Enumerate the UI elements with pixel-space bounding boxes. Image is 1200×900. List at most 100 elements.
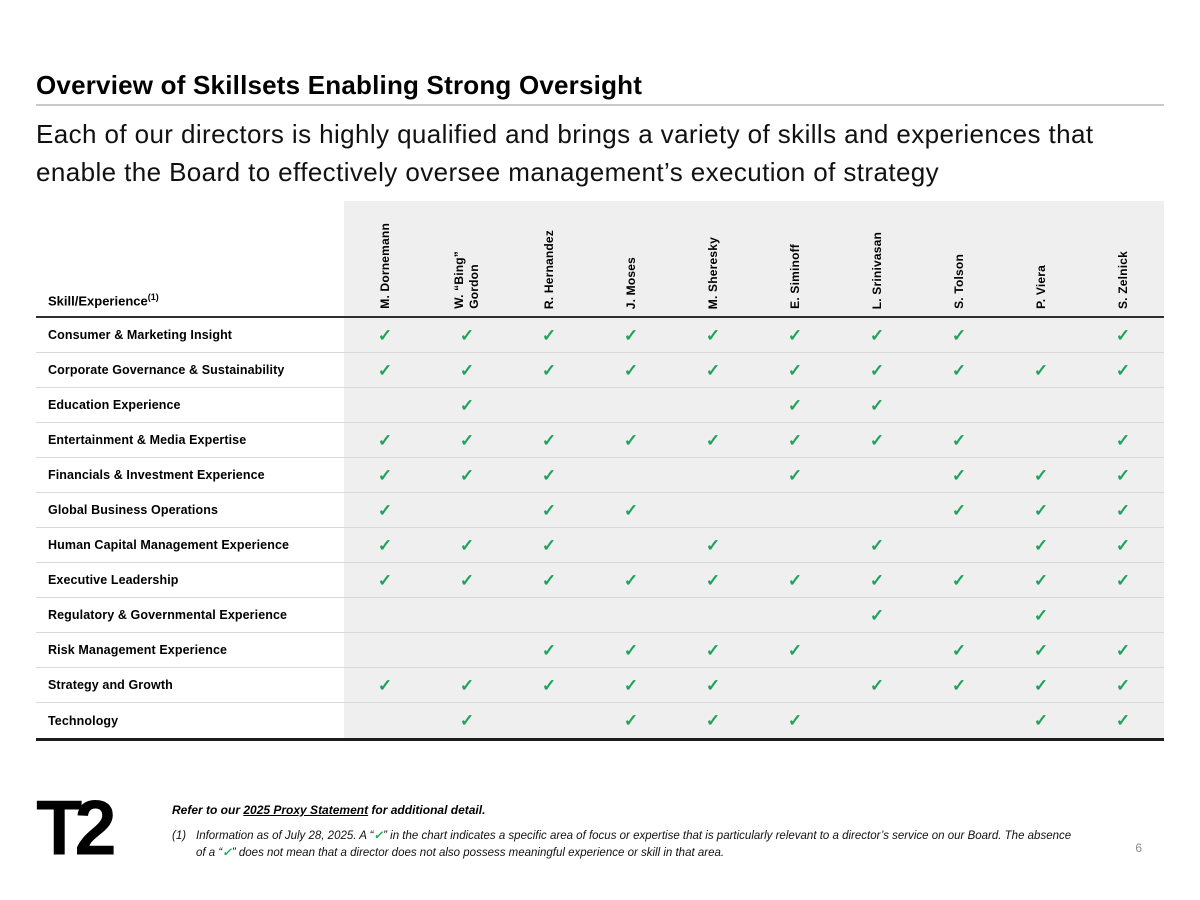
check-icon: ✓ xyxy=(222,847,232,859)
skill-row-label: Technology xyxy=(36,703,344,738)
empty-cell xyxy=(344,633,426,667)
check-cell: ✓ xyxy=(426,703,508,738)
check-icon: ✓ xyxy=(869,605,885,625)
check-cell: ✓ xyxy=(672,668,754,702)
check-icon: ✓ xyxy=(459,711,475,730)
check-icon: ✓ xyxy=(377,675,393,695)
empty-cell xyxy=(590,458,672,492)
check-cell: ✓ xyxy=(1082,633,1164,667)
check-icon: ✓ xyxy=(541,325,557,345)
check-icon: ✓ xyxy=(951,675,967,695)
check-cell: ✓ xyxy=(1082,563,1164,597)
skill-row-label: Consumer & Marketing Insight xyxy=(36,318,344,352)
check-icon: ✓ xyxy=(1115,500,1131,520)
column-header-2: W. “Bing” Gordon xyxy=(426,201,508,316)
check-icon: ✓ xyxy=(1115,640,1131,660)
check-icon: ✓ xyxy=(459,325,475,345)
empty-cell xyxy=(1000,388,1082,422)
check-icon: ✓ xyxy=(623,711,639,730)
check-cell: ✓ xyxy=(918,493,1000,527)
check-icon: ✓ xyxy=(377,535,393,555)
check-icon: ✓ xyxy=(705,711,721,730)
check-cell: ✓ xyxy=(590,703,672,738)
check-icon: ✓ xyxy=(541,500,557,520)
director-name: J. Moses xyxy=(623,256,638,309)
check-icon: ✓ xyxy=(377,465,393,485)
check-cell: ✓ xyxy=(508,563,590,597)
check-cell: ✓ xyxy=(508,528,590,562)
check-cell: ✓ xyxy=(1082,318,1164,352)
check-icon: ✓ xyxy=(459,430,475,450)
empty-cell xyxy=(918,388,1000,422)
table-row: Regulatory & Governmental Experience ✓ ✓ xyxy=(36,598,1164,633)
check-icon: ✓ xyxy=(951,640,967,660)
check-cell: ✓ xyxy=(344,353,426,387)
check-cell: ✓ xyxy=(672,318,754,352)
check-cell: ✓ xyxy=(836,528,918,562)
skill-row-label: Human Capital Management Experience xyxy=(36,528,344,562)
check-cell: ✓ xyxy=(918,423,1000,457)
column-header-9: P. Viera xyxy=(1000,201,1082,316)
check-icon: ✓ xyxy=(1033,500,1049,520)
table-row: Corporate Governance & Sustainability ✓ ✓ ✓… xyxy=(36,353,1164,388)
table-row: Global Business Operations ✓ ✓ ✓ ✓ ✓ ✓ xyxy=(36,493,1164,528)
table-row: Education Experience ✓ ✓ ✓ xyxy=(36,388,1164,423)
empty-cell xyxy=(344,703,426,738)
check-icon: ✓ xyxy=(1033,640,1049,660)
director-name: S. Zelnick xyxy=(1115,250,1130,309)
empty-cell xyxy=(590,598,672,632)
footer-text: Refer to our 2025 Proxy Statement for ad… xyxy=(172,803,1072,862)
check-icon: ✓ xyxy=(377,570,393,590)
check-icon: ✓ xyxy=(869,430,885,450)
check-icon: ✓ xyxy=(1115,465,1131,485)
check-cell: ✓ xyxy=(426,563,508,597)
column-header-1: M. Dornemann xyxy=(344,201,426,316)
subtitle: Each of our directors is highly qualifie… xyxy=(36,119,1094,187)
check-cell: ✓ xyxy=(672,528,754,562)
skills-matrix-table: Skill/Experience(1) M. Dornemann W. “Bing… xyxy=(36,201,1164,741)
skill-row-label: Executive Leadership xyxy=(36,563,344,597)
empty-cell xyxy=(672,458,754,492)
check-cell: ✓ xyxy=(508,458,590,492)
check-cell: ✓ xyxy=(426,668,508,702)
check-cell: ✓ xyxy=(1000,598,1082,632)
director-name: M. Dornemann xyxy=(377,223,392,309)
table-row: Entertainment & Media Expertise ✓ ✓ ✓ ✓ ✓ ✓ ✓ ✓ ✓ xyxy=(36,423,1164,458)
check-cell: ✓ xyxy=(754,318,836,352)
check-icon: ✓ xyxy=(1115,360,1131,380)
check-icon: ✓ xyxy=(623,500,639,520)
page-number: 6 xyxy=(1135,841,1142,855)
director-name: E. Siminoff xyxy=(787,244,802,309)
check-icon: ✓ xyxy=(1033,711,1049,730)
check-cell: ✓ xyxy=(426,458,508,492)
column-header-6: E. Siminoff xyxy=(754,201,836,316)
check-cell: ✓ xyxy=(836,353,918,387)
empty-cell xyxy=(836,493,918,527)
check-cell: ✓ xyxy=(508,668,590,702)
check-icon: ✓ xyxy=(705,640,721,660)
check-cell: ✓ xyxy=(754,458,836,492)
check-cell: ✓ xyxy=(1082,528,1164,562)
check-icon: ✓ xyxy=(541,640,557,660)
check-cell: ✓ xyxy=(836,388,918,422)
check-icon: ✓ xyxy=(377,325,393,345)
check-cell: ✓ xyxy=(836,318,918,352)
check-cell: ✓ xyxy=(1000,493,1082,527)
check-icon: ✓ xyxy=(1033,605,1049,625)
corner-footnote-ref: (1) xyxy=(147,291,159,302)
refer-prefix: Refer to our xyxy=(172,803,244,817)
check-cell: ✓ xyxy=(1082,423,1164,457)
column-headers: M. Dornemann W. “Bing” Gordon R. Hernandez… xyxy=(344,201,1164,316)
check-icon: ✓ xyxy=(623,570,639,590)
table-row: Executive Leadership ✓ ✓ ✓ ✓ ✓ ✓ ✓ ✓ ✓ ✓ xyxy=(36,563,1164,598)
check-icon: ✓ xyxy=(1115,325,1131,345)
check-cell: ✓ xyxy=(836,423,918,457)
proxy-statement-link[interactable]: 2025 Proxy Statement xyxy=(243,803,369,817)
check-icon: ✓ xyxy=(787,465,803,485)
check-icon: ✓ xyxy=(1115,535,1131,555)
check-cell: ✓ xyxy=(508,423,590,457)
check-cell: ✓ xyxy=(754,423,836,457)
check-icon: ✓ xyxy=(705,535,721,555)
table-row: Strategy and Growth ✓ ✓ ✓ ✓ ✓ ✓ ✓ ✓ ✓ xyxy=(36,668,1164,703)
check-icon: ✓ xyxy=(787,640,803,660)
